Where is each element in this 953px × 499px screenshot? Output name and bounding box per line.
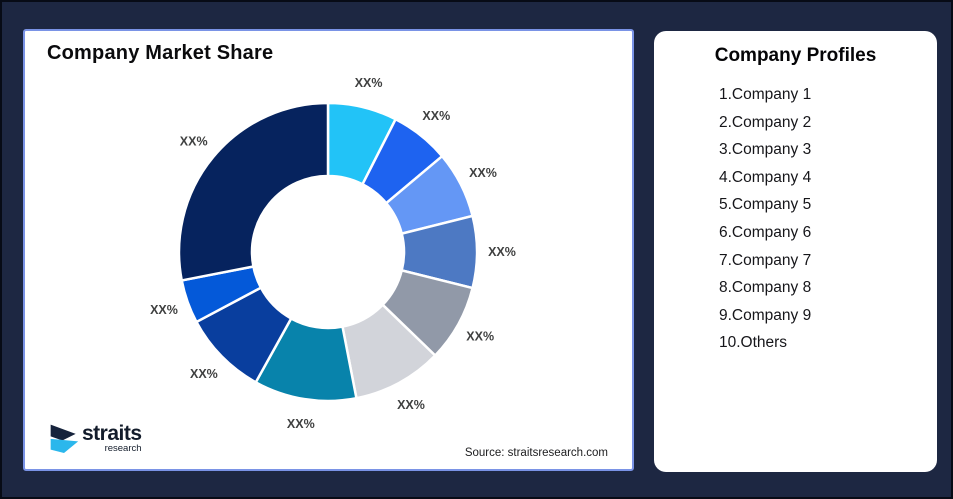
list-item: 1.Company 1 xyxy=(719,86,812,103)
donut-segment xyxy=(177,101,330,282)
source-note: Source: straitsresearch.com xyxy=(464,447,608,459)
segment-label: XX% xyxy=(397,398,425,412)
page-title: Company Market Share xyxy=(47,42,274,64)
segment-label: XX% xyxy=(190,367,218,381)
company-profiles-panel: Company Profiles 1.Company 1 2.Company 2… xyxy=(654,31,937,472)
list-item: 4.Company 4 xyxy=(719,168,812,186)
segment-label: XX% xyxy=(287,417,315,431)
segment-label: XX% xyxy=(180,134,208,148)
donut-chart: XX% XX% XX% XX% XX% XX% XX% XX% XX% XX% xyxy=(150,76,516,431)
segment-label: XX% xyxy=(422,109,450,123)
market-share-panel: Company Market Share XX% XX% XX% XX% XX% XX% X… xyxy=(23,29,634,471)
segment-label: XX% xyxy=(355,76,383,90)
company-profiles-list: 1.Company 1 2.Company 2 3.Company 3 4.Co… xyxy=(719,81,937,357)
segment-label: XX% xyxy=(466,329,494,343)
company-profiles-title: Company Profiles xyxy=(714,45,877,66)
segment-label: XX% xyxy=(488,245,516,259)
segment-label: XX% xyxy=(469,166,497,180)
straits-research-logo: straits research xyxy=(49,422,142,454)
logo-dark-arrow-shape xyxy=(50,424,76,441)
logo-cyan-arrow-shape xyxy=(50,438,79,453)
list-item: 7.Company 7 xyxy=(719,251,812,269)
list-item: 10.Others xyxy=(719,334,788,352)
segment-label: XX% xyxy=(150,303,178,317)
logo-sub-text: research xyxy=(104,443,142,454)
list-item: 6.Company 6 xyxy=(719,223,812,241)
list-item: 2.Company 2 xyxy=(719,113,812,131)
list-item: 9.Company 9 xyxy=(719,306,812,324)
list-item: 5.Company 5 xyxy=(719,196,812,214)
straits-logo-icon xyxy=(50,424,79,453)
list-item: 8.Company 8 xyxy=(719,279,812,297)
list-item: 3.Company 3 xyxy=(719,141,812,159)
logo-wordmark: straits research xyxy=(82,422,142,454)
logo-brand-text: straits xyxy=(82,422,142,445)
